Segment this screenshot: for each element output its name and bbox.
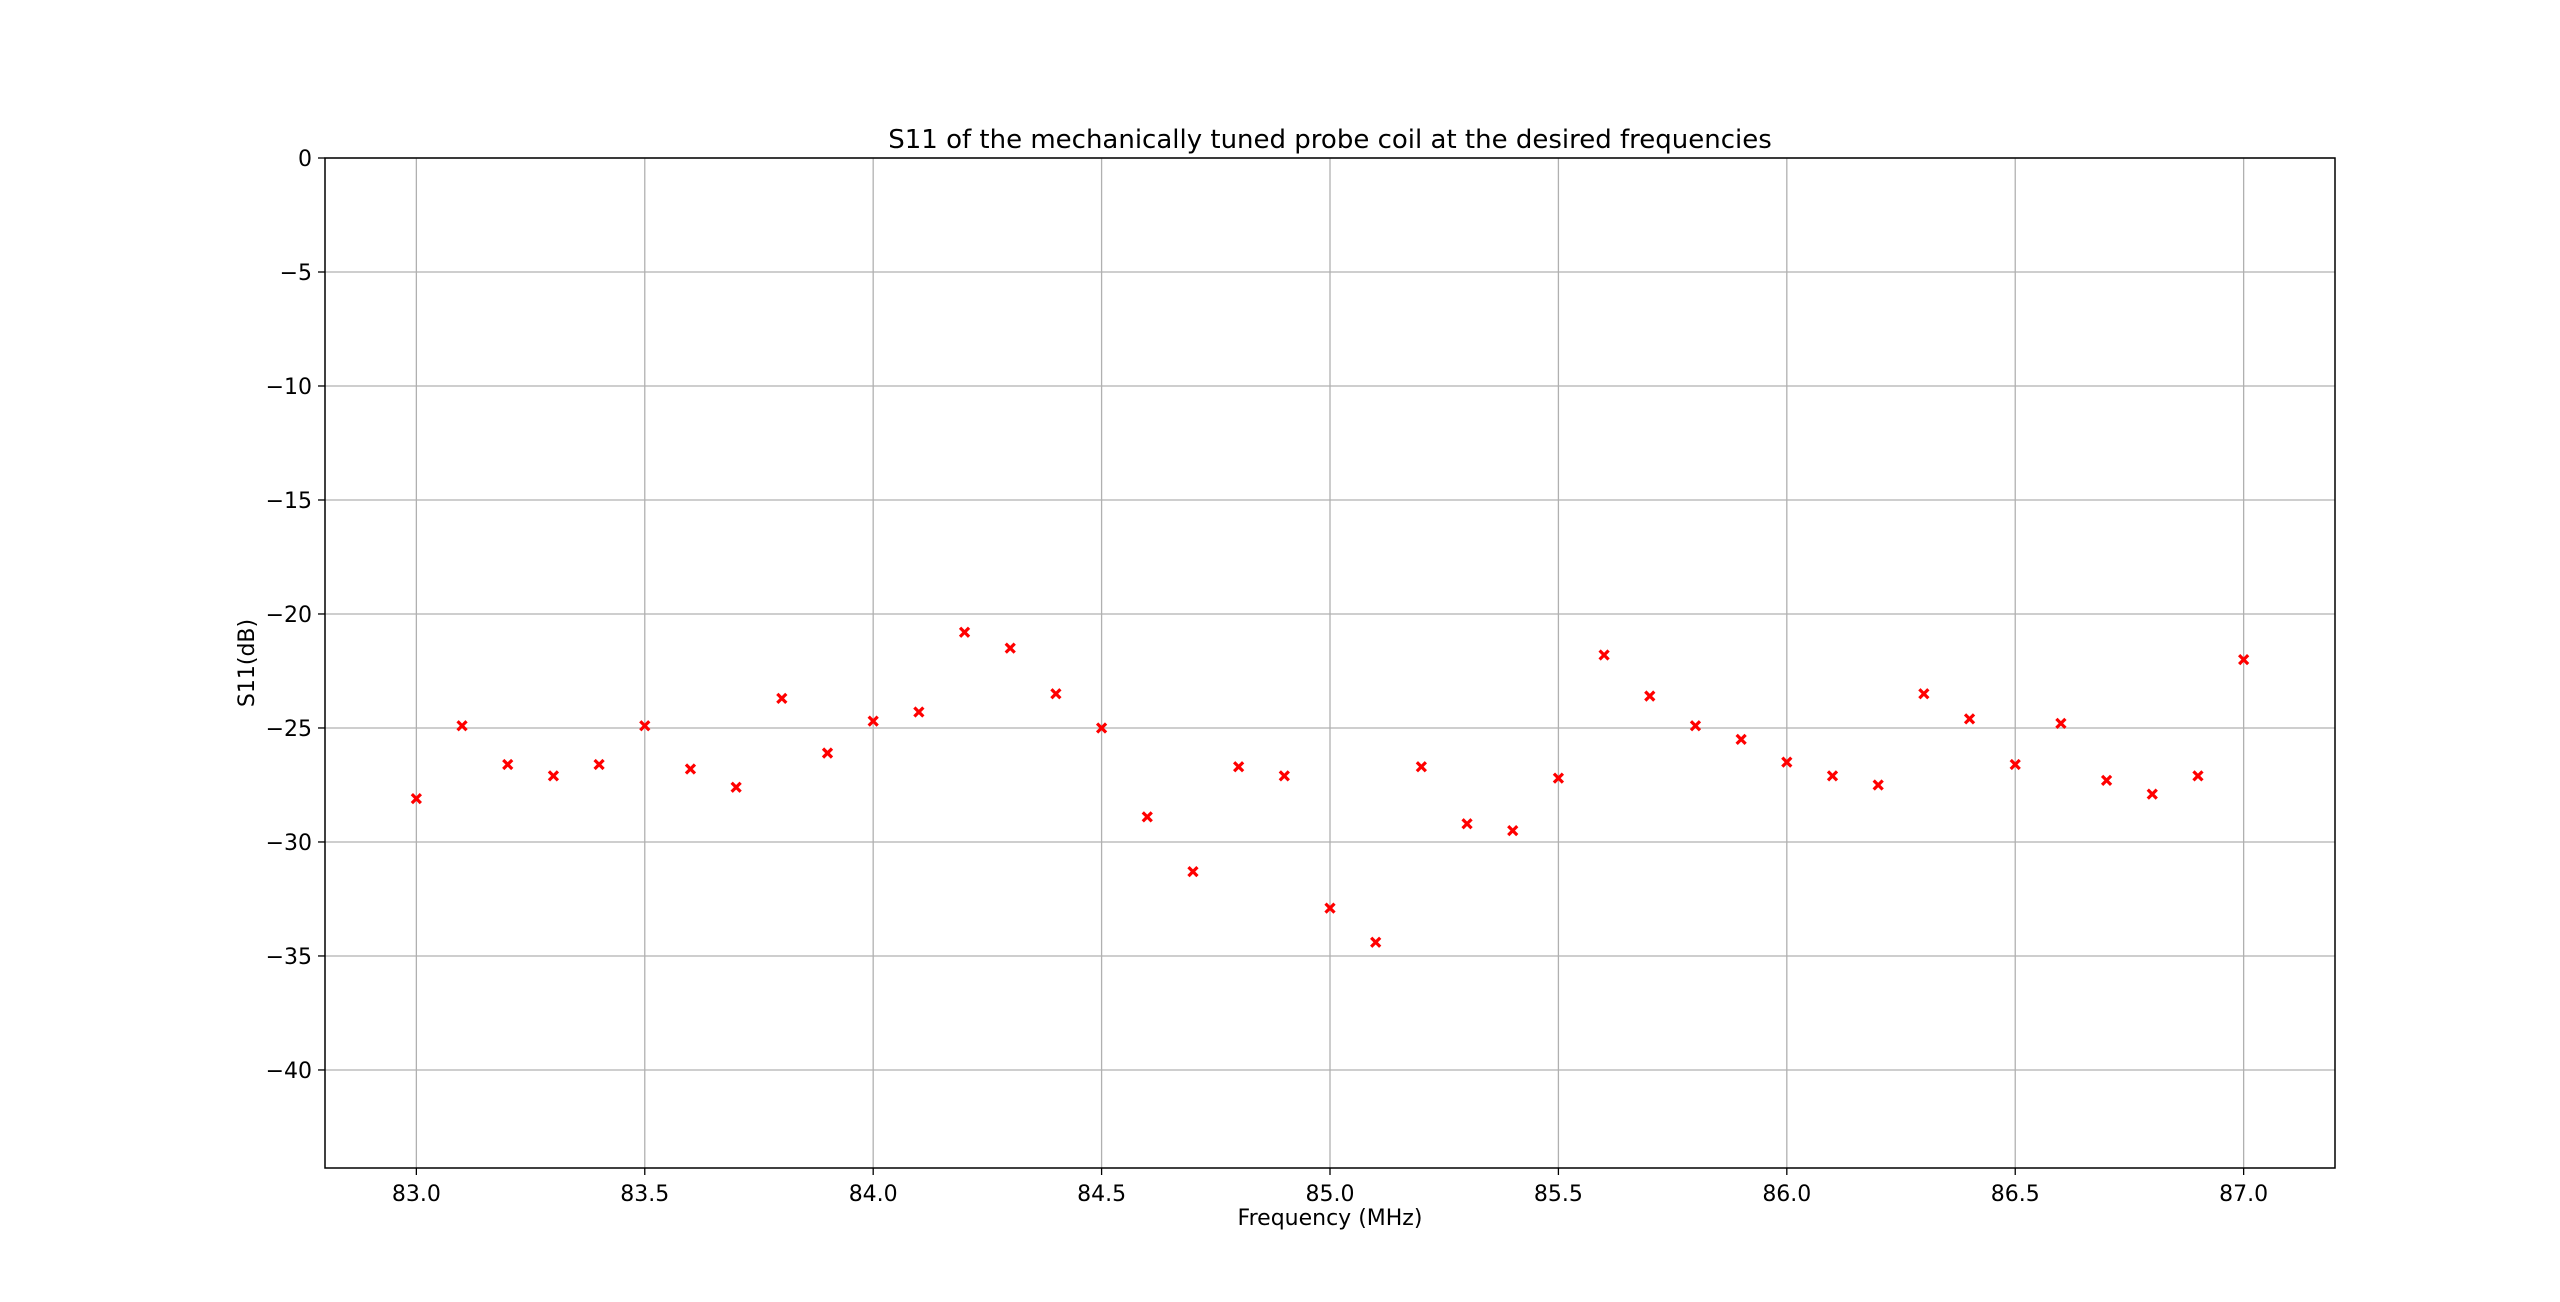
grid-layer	[325, 157, 2335, 1168]
y-tick-label: −20	[266, 603, 312, 628]
data-point	[1598, 649, 1610, 661]
data-point	[1141, 811, 1153, 823]
points-layer	[410, 626, 2250, 948]
data-point	[1826, 770, 1839, 782]
data-point	[1735, 733, 1747, 746]
x-tick-label: 83.5	[620, 1182, 669, 1207]
data-point	[1918, 688, 1930, 700]
data-point	[2238, 653, 2250, 666]
data-point	[2100, 774, 2113, 787]
data-point	[1872, 779, 1884, 791]
data-point	[639, 720, 651, 732]
x-tick-label: 85.5	[1534, 1182, 1583, 1207]
data-point	[1278, 770, 1290, 782]
y-tick-label: 0	[298, 147, 312, 172]
data-point	[593, 758, 605, 771]
data-point	[547, 770, 560, 782]
data-point	[1324, 902, 1336, 914]
x-axis-label: Frequency (MHz)	[1238, 1206, 1423, 1231]
data-point	[410, 793, 422, 805]
data-point	[1689, 720, 1702, 732]
x-tick-label: 87.0	[2219, 1182, 2268, 1207]
data-point	[2146, 788, 2158, 800]
chart-title: S11 of the mechanically tuned probe coil…	[888, 125, 1772, 155]
data-point	[1963, 713, 1976, 725]
y-tick-label: −10	[266, 375, 312, 400]
data-point	[502, 758, 514, 771]
data-point	[2055, 717, 2067, 730]
data-point	[2192, 770, 2204, 782]
data-point	[730, 781, 742, 793]
data-point	[1415, 761, 1427, 773]
data-point	[2009, 758, 2021, 771]
data-point	[1507, 824, 1519, 837]
data-point	[1370, 936, 1382, 948]
data-point	[1644, 690, 1656, 702]
data-point	[867, 715, 879, 727]
data-point	[776, 692, 788, 704]
data-point	[1552, 772, 1565, 784]
data-point	[1781, 756, 1793, 768]
data-point	[913, 706, 925, 718]
data-point	[1004, 642, 1016, 654]
y-tick-label: −15	[266, 489, 312, 514]
y-tick-label: −40	[266, 1059, 312, 1084]
data-point	[821, 747, 834, 759]
y-tick-label: −35	[266, 945, 312, 970]
data-point	[456, 720, 468, 732]
y-tick-label: −25	[266, 717, 312, 742]
data-point	[1233, 761, 1245, 773]
x-tick-label: 84.0	[849, 1182, 898, 1207]
data-point	[1095, 722, 1108, 734]
ticks-layer: 83.0 83.5 84.0 84.5 85.0 85.5 86.0 86.5 87.0 0 −5 −…	[266, 147, 2269, 1207]
data-point	[1050, 688, 1062, 700]
data-point	[684, 763, 697, 775]
x-tick-label: 86.5	[1991, 1182, 2040, 1207]
x-tick-label: 84.5	[1077, 1182, 1126, 1207]
x-tick-label: 83.0	[392, 1182, 441, 1207]
y-axis-label: S11(dB)	[235, 619, 260, 707]
data-point	[1187, 865, 1199, 878]
x-tick-label: 85.0	[1306, 1182, 1355, 1207]
y-tick-label: −30	[266, 831, 312, 856]
data-point	[958, 626, 971, 638]
y-tick-label: −5	[280, 261, 312, 286]
data-point	[1461, 818, 1473, 830]
x-tick-label: 86.0	[1762, 1182, 1811, 1207]
